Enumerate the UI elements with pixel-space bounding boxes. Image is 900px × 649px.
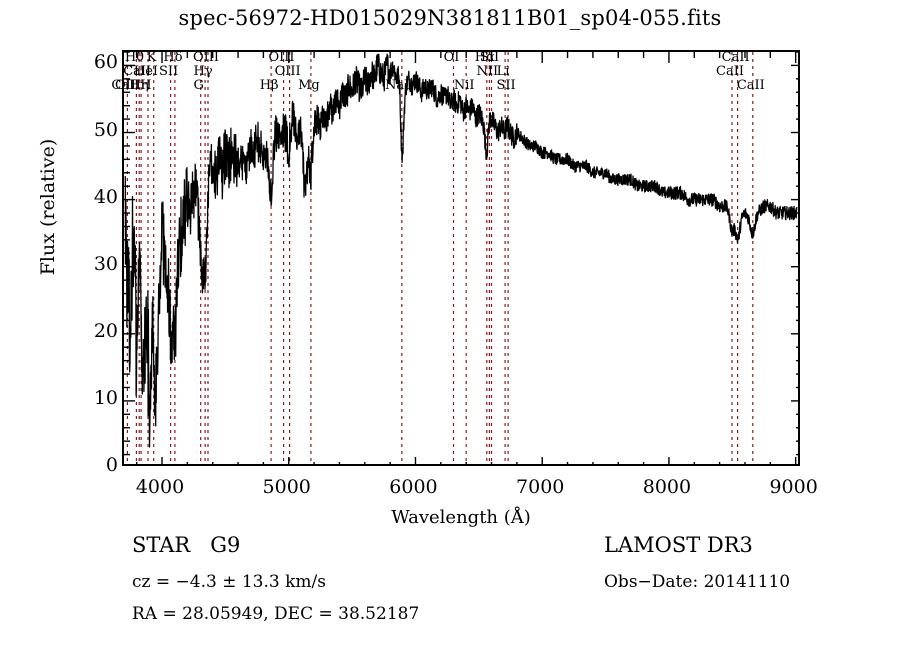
survey-name: LAMOST DR3	[604, 533, 753, 557]
y-tick-label: 20	[93, 319, 118, 342]
page-title: spec-56972-HD015029N381811B01_sp04-055.f…	[178, 6, 722, 30]
spectrum-plot-area	[122, 50, 800, 466]
y-tick-label: 30	[93, 252, 118, 275]
spectral-class: G9	[210, 533, 241, 557]
spectrum-trace	[124, 53, 798, 448]
redshift-velocity: cz = −4.3 ± 13.3 km/s	[132, 572, 326, 592]
x-axis-tick-labels: 4000 5000 6000 7000 8000 9000	[0, 476, 900, 504]
y-tick-label: 0	[105, 454, 118, 476]
x-tick-label: 7000	[516, 476, 565, 498]
object-type: STAR	[132, 533, 191, 557]
x-tick-label: 5000	[262, 476, 311, 498]
x-tick-label: 8000	[642, 476, 692, 498]
observation-date: Obs−Date: 20141110	[604, 572, 791, 592]
object-type-and-class: STAR G9	[132, 533, 240, 557]
y-tick-label: 60	[93, 51, 118, 74]
x-axis-title: Wavelength (Å)	[391, 507, 531, 528]
y-tick-label: 50	[93, 118, 118, 141]
x-tick-label: 9000	[769, 476, 818, 498]
coordinates: RA = 28.05949, DEC = 38.52187	[132, 604, 420, 624]
y-tick-label: 40	[93, 185, 118, 208]
x-tick-label: 6000	[389, 476, 438, 498]
x-tick-label: 4000	[135, 476, 185, 498]
y-axis-tick-labels: 0 10 20 30 40 50 60	[62, 0, 118, 649]
axis-ticks	[124, 52, 798, 464]
spectrum-canvas	[124, 52, 798, 464]
y-tick-label: 10	[93, 386, 118, 409]
